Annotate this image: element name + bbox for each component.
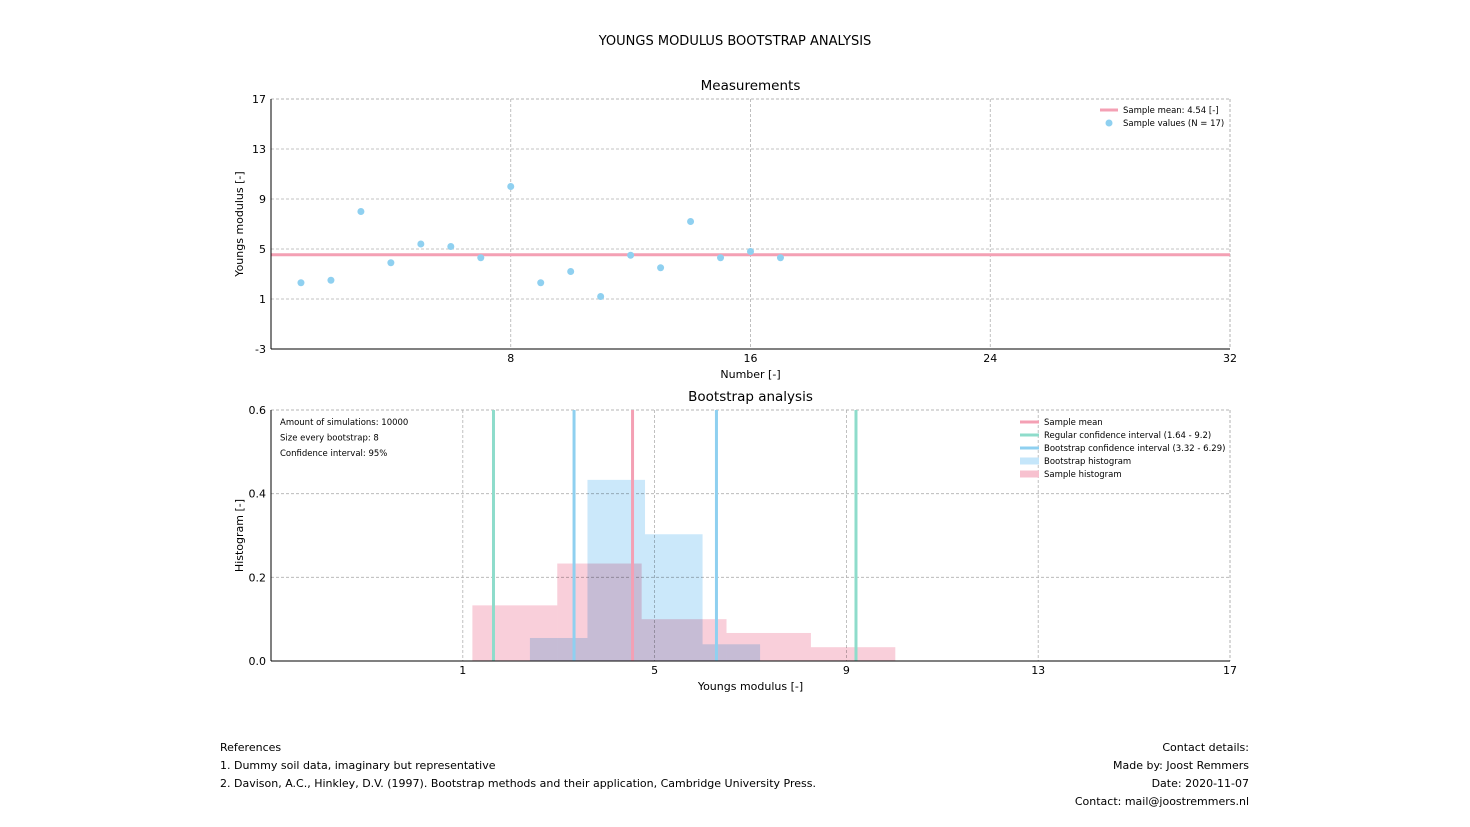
sample-point xyxy=(687,218,695,225)
sample-point xyxy=(627,251,635,259)
sample-histogram-bar xyxy=(557,563,642,661)
y-tick-label: 0.2 xyxy=(249,571,267,584)
x-tick-label: 32 xyxy=(1223,352,1237,365)
references-block: References 1. Dummy soil data, imaginary… xyxy=(220,739,816,793)
figure-title: YOUNGS MODULUS BOOTSTRAP ANALYSIS xyxy=(598,34,872,49)
reference-item: 2. Davison, A.C., Hinkley, D.V. (1997). … xyxy=(220,777,816,790)
legend-label-bootstrap-ci: Bootstrap confidence interval (3.32 - 6.… xyxy=(1044,444,1225,454)
chart-title: Bootstrap analysis xyxy=(688,389,813,405)
legend-label-samples: Sample values (N = 17) xyxy=(1123,119,1224,129)
y-tick-label: 13 xyxy=(252,143,266,156)
legend-swatch-bootstrap-histogram xyxy=(1020,457,1039,465)
sample-point xyxy=(417,240,425,248)
sample-histogram-bar xyxy=(472,605,558,661)
sample-histogram-bar xyxy=(810,647,896,661)
sample-point xyxy=(357,208,365,215)
measurements-legend: Sample mean: 4.54 [-] Sample values (N = … xyxy=(1100,106,1224,129)
sample-point xyxy=(776,254,784,262)
x-tick-label: 17 xyxy=(1223,664,1237,677)
references-title: References xyxy=(220,741,282,754)
legend-label-mean: Sample mean: 4.54 [-] xyxy=(1123,106,1219,116)
sample-point xyxy=(537,279,545,287)
legend-label-sample-mean: Sample mean xyxy=(1044,418,1103,428)
y-tick-label: 0.6 xyxy=(249,404,267,417)
y-tick-label: -3 xyxy=(255,343,266,356)
y-tick-label: 9 xyxy=(259,193,266,206)
sample-point xyxy=(657,264,665,272)
sample-point xyxy=(567,268,575,275)
bootstrap-chart: 1 5 9 13 17 0.0 0.2 0.4 0.6 Bootstrap analysis You… xyxy=(233,389,1237,693)
y-tick-label: 1 xyxy=(259,293,266,306)
sample-point xyxy=(597,293,605,300)
bootstrap-legend: Sample mean Regular confidence interval (… xyxy=(1020,418,1225,480)
x-axis-label: Youngs modulus [-] xyxy=(697,680,803,693)
sample-point xyxy=(507,183,515,190)
sample-point xyxy=(297,279,305,287)
chart-title: Measurements xyxy=(701,78,801,94)
contact-block: Contact details: Made by: Joost Remmers … xyxy=(1075,739,1249,811)
sample-point xyxy=(477,254,485,262)
measurements-chart: 8 16 24 32 -3 1 5 9 13 17 Measurements Number [-] Yo… xyxy=(233,78,1237,381)
contact-title: Contact details: xyxy=(1162,741,1249,754)
sample-point xyxy=(447,243,455,250)
y-tick-label: 0.0 xyxy=(249,655,267,668)
y-tick-label: 5 xyxy=(259,243,266,256)
reference-item: 1. Dummy soil data, imaginary but repres… xyxy=(220,759,496,772)
x-tick-label: 1 xyxy=(459,664,466,677)
annotation-text: Confidence interval: 95% xyxy=(280,449,387,459)
sample-histogram-bar xyxy=(641,619,727,661)
x-tick-label: 13 xyxy=(1031,664,1045,677)
legend-label-sample-histogram: Sample histogram xyxy=(1044,470,1122,480)
y-axis-label: Youngs modulus [-] xyxy=(233,171,246,277)
contact-made-by: Made by: Joost Remmers xyxy=(1113,759,1249,772)
sample-point xyxy=(327,276,335,284)
x-tick-label: 16 xyxy=(744,352,758,365)
legend-label-bootstrap-histogram: Bootstrap histogram xyxy=(1044,457,1131,467)
x-axis-label: Number [-] xyxy=(720,368,780,381)
annotation-text: Size every bootstrap: 8 xyxy=(280,434,379,444)
sample-histogram-bar xyxy=(726,632,811,661)
sample-point xyxy=(717,254,725,262)
sample-point xyxy=(387,259,395,267)
legend-label-regular-ci: Regular confidence interval (1.64 - 9.2) xyxy=(1044,431,1211,441)
contact-date: Date: 2020-11-07 xyxy=(1151,777,1249,790)
contact-email: Contact: mail@joostremmers.nl xyxy=(1074,795,1249,808)
y-tick-label: 0.4 xyxy=(249,488,267,501)
legend-swatch-sample-histogram xyxy=(1020,470,1039,478)
legend-swatch-samples xyxy=(1105,119,1113,127)
x-tick-label: 8 xyxy=(507,352,514,365)
annotation-text: Amount of simulations: 10000 xyxy=(280,418,408,428)
x-tick-label: 9 xyxy=(843,664,850,677)
x-tick-label: 5 xyxy=(651,664,658,677)
y-tick-label: 17 xyxy=(252,93,266,106)
x-tick-label: 24 xyxy=(983,352,997,365)
sample-point xyxy=(747,248,754,255)
y-axis-label: Histogram [-] xyxy=(233,499,246,572)
